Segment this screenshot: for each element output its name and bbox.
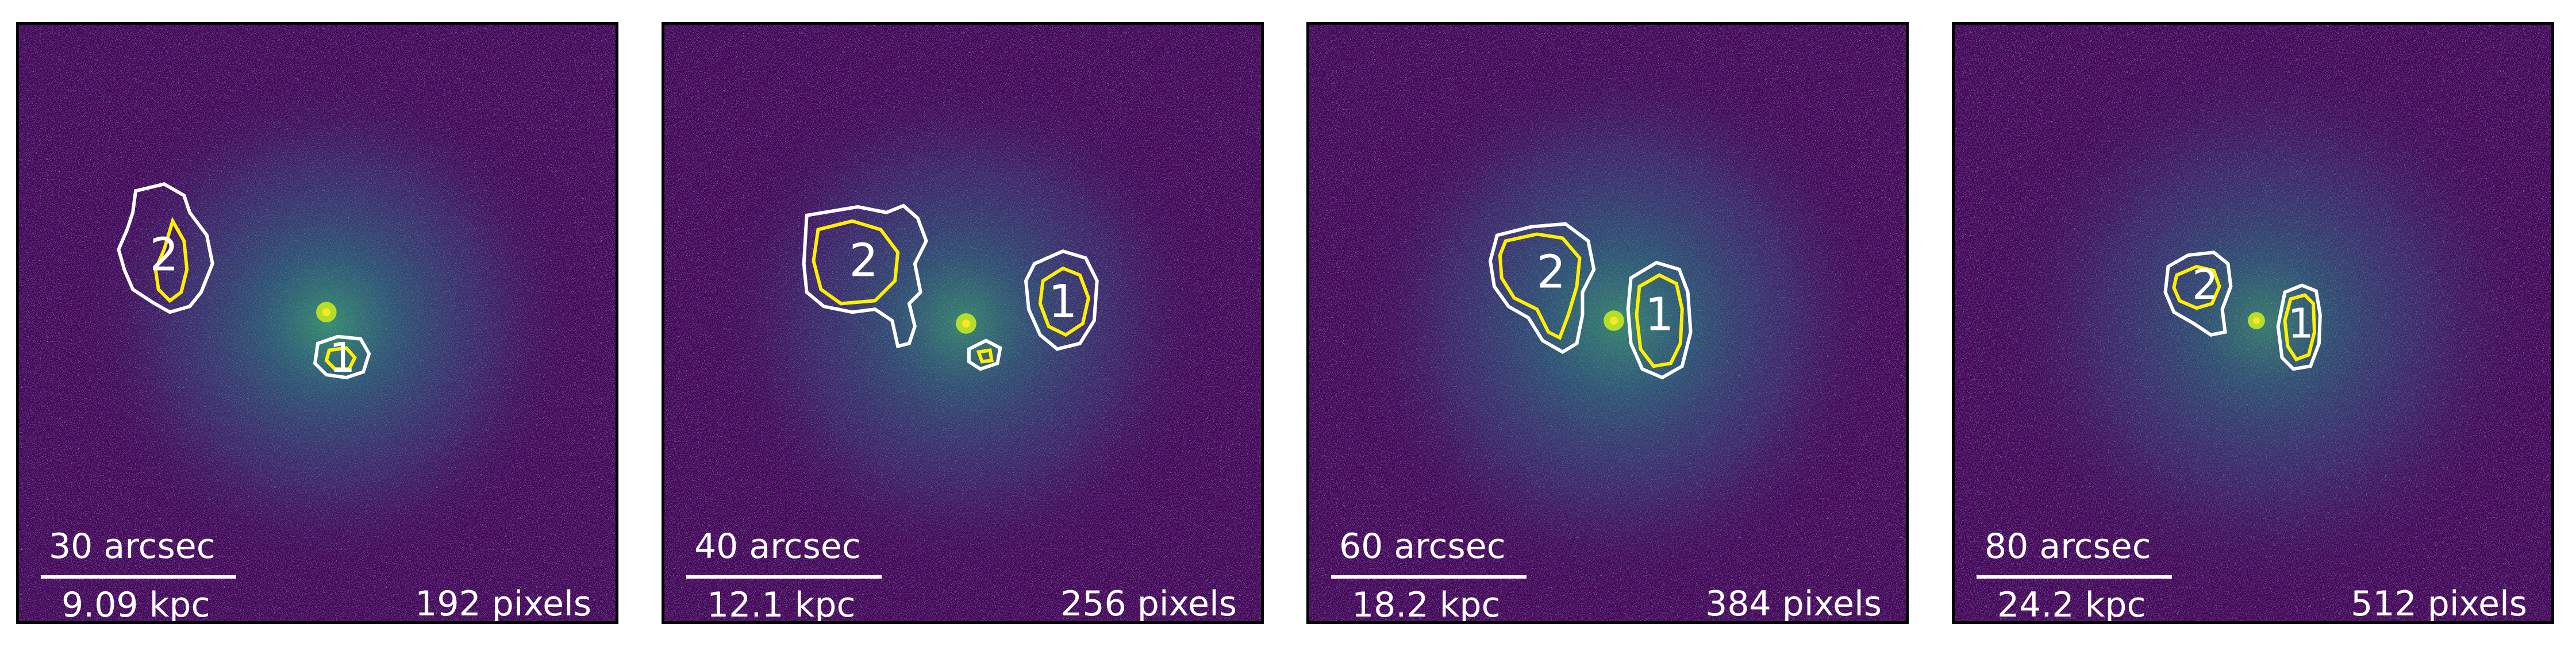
angular-scale-label: 80 arcsec xyxy=(1985,526,2151,567)
region-2-outer-contour xyxy=(2163,251,2233,337)
pixel-size-label: 256 pixels xyxy=(1060,584,1237,624)
region-2-label: 2 xyxy=(1537,245,1566,298)
region-1-label: 1 xyxy=(2288,299,2314,347)
region-2-inner-contour xyxy=(153,217,189,303)
region-3-inner-contour xyxy=(976,348,994,364)
region-1-inner-contour xyxy=(324,346,357,371)
region-2-inner-contour xyxy=(1498,232,1582,340)
xray-image-3: 2 1 xyxy=(1309,25,1906,621)
scale-bar xyxy=(686,575,882,579)
region-2-outer-contour xyxy=(802,203,928,349)
region-1-inner-contour xyxy=(1635,273,1684,368)
region-1-label: 1 xyxy=(1048,275,1077,328)
pixel-size-label: 384 pixels xyxy=(1705,584,1882,624)
scale-bar xyxy=(41,575,236,579)
physical-scale-label: 24.2 kpc xyxy=(1997,585,2146,624)
xray-image-4: 2 1 xyxy=(1955,25,2551,621)
region-3-outer-contour xyxy=(967,338,1002,371)
region-1-inner-contour xyxy=(2283,293,2316,361)
region-2-outer-contour xyxy=(117,182,214,314)
scale-bar xyxy=(1977,575,2172,579)
xray-image-2: 2 1 xyxy=(664,25,1261,621)
region-2-inner-contour xyxy=(2172,264,2221,310)
region-2-label: 2 xyxy=(849,233,878,287)
panel-2: 2 1 40 arcsec 12.1 kpc 256 pixels xyxy=(662,22,1264,624)
physical-scale-label: 18.2 kpc xyxy=(1352,585,1501,624)
pixel-size-label: 512 pixels xyxy=(2351,584,2527,624)
region-1-label: 1 xyxy=(329,334,355,382)
panel-3: 2 1 60 arcsec 18.2 kpc 384 pixels xyxy=(1306,22,1909,624)
region-1-outer-contour xyxy=(1626,260,1693,380)
region-1-label: 1 xyxy=(1645,288,1674,341)
angular-scale-label: 30 arcsec xyxy=(49,526,216,567)
region-2-outer-contour xyxy=(1488,222,1596,354)
region-2-inner-contour xyxy=(812,219,900,306)
physical-scale-label: 12.1 kpc xyxy=(707,585,856,624)
region-1-outer-contour xyxy=(1024,249,1099,351)
region-2-label: 2 xyxy=(2192,261,2218,309)
region-2-label: 2 xyxy=(149,228,178,282)
angular-scale-label: 60 arcsec xyxy=(1339,526,1506,567)
angular-scale-label: 40 arcsec xyxy=(694,526,861,567)
region-1-outer-contour xyxy=(313,334,371,380)
region-1-inner-contour xyxy=(1038,266,1090,337)
panel-4: 2 1 80 arcsec 24.2 kpc 512 pixels xyxy=(1952,22,2554,624)
pixel-size-label: 192 pixels xyxy=(415,584,591,624)
panel-1: 2 1 30 arcsec 9.09 kpc 192 pixels xyxy=(16,22,618,624)
scale-bar xyxy=(1331,575,1527,579)
region-1-outer-contour xyxy=(2276,283,2322,371)
xray-image-1: 2 1 xyxy=(19,25,616,621)
physical-scale-label: 9.09 kpc xyxy=(61,585,210,624)
